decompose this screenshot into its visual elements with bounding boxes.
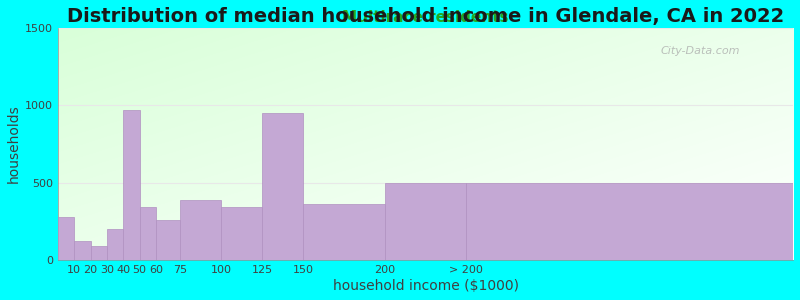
Bar	[222, 207, 262, 260]
Title: Distribution of median household income in Glendale, CA in 2022: Distribution of median household income …	[67, 7, 784, 26]
Bar	[58, 217, 74, 260]
X-axis label: household income ($1000): household income ($1000)	[333, 279, 518, 293]
Bar	[466, 182, 793, 260]
Bar	[385, 182, 466, 260]
Bar	[181, 200, 222, 260]
Bar	[123, 110, 140, 260]
Bar	[74, 242, 90, 260]
Bar	[107, 229, 123, 260]
Bar	[90, 246, 107, 260]
Bar	[262, 113, 303, 260]
Bar	[156, 220, 181, 260]
Bar	[303, 204, 385, 260]
Text: City-Data.com: City-Data.com	[661, 46, 740, 56]
Y-axis label: households: households	[7, 104, 21, 183]
Text: Multirace residents: Multirace residents	[342, 10, 509, 25]
Bar	[140, 207, 156, 260]
